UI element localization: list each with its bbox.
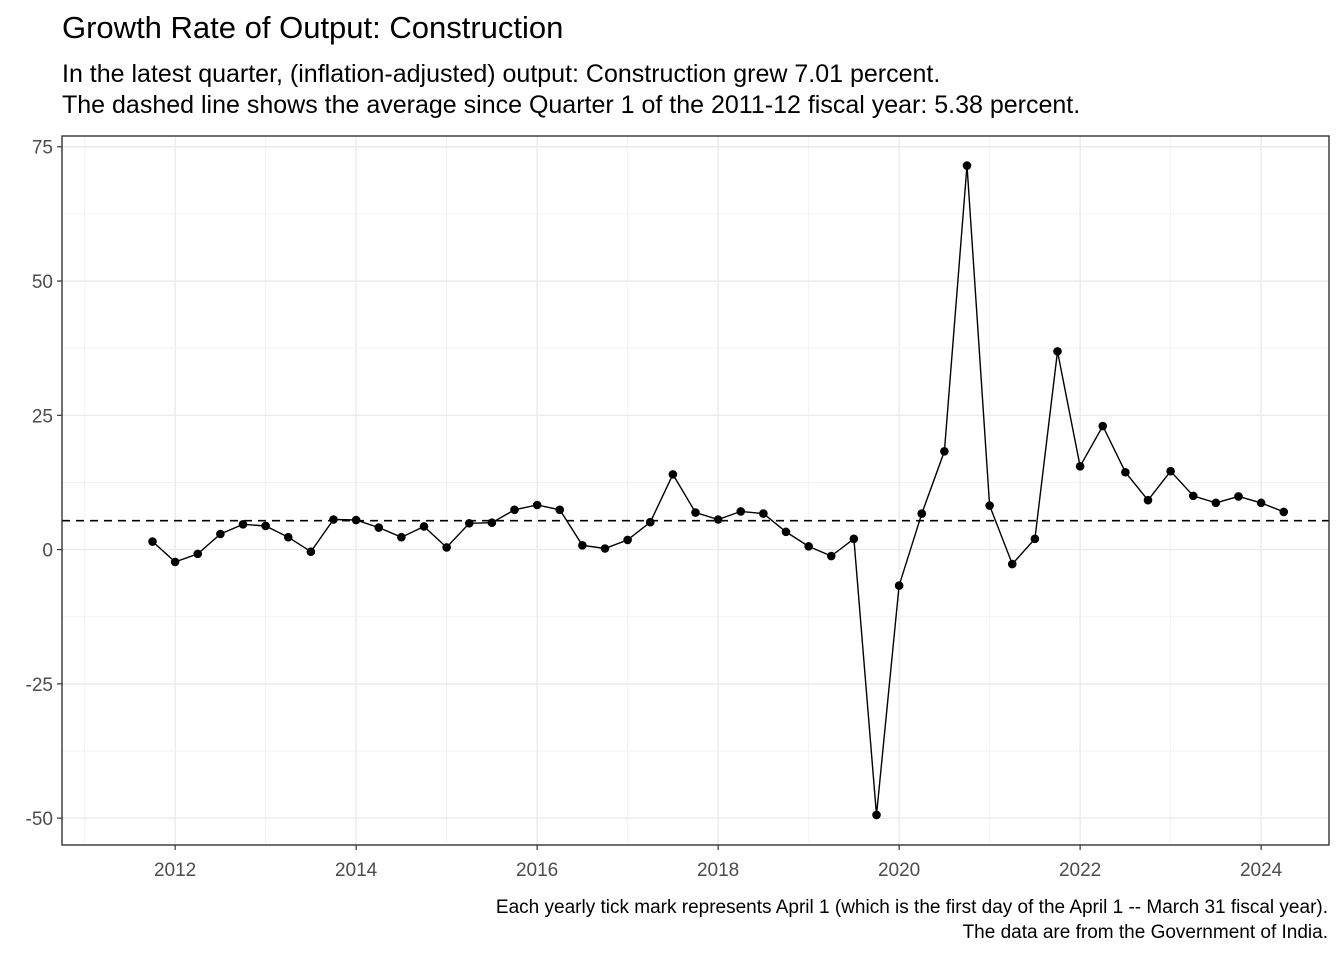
data-point [781, 527, 791, 537]
data-point [1234, 492, 1243, 501]
data-point [510, 505, 519, 515]
data-point [148, 537, 157, 546]
y-tick-label: 25 [32, 406, 53, 427]
data-point [691, 508, 700, 517]
data-point [442, 543, 451, 552]
data-point [1211, 498, 1221, 508]
data-point [985, 501, 994, 510]
chart-caption-line-1: Each yearly tick mark represents April 1… [495, 897, 1328, 918]
data-point [1256, 498, 1266, 508]
data-point [306, 547, 316, 557]
data-point [261, 521, 270, 531]
data-point [1098, 421, 1108, 431]
data-point [940, 446, 949, 456]
plot-panel-border [61, 135, 1330, 846]
data-point [1007, 559, 1017, 569]
data-point [600, 544, 610, 553]
data-point [962, 161, 972, 170]
data-point [736, 507, 746, 516]
x-tick-label: 2020 [878, 860, 920, 881]
data-point [917, 509, 927, 518]
data-point [1053, 347, 1062, 356]
x-tick-label: 2016 [516, 860, 558, 881]
data-point [170, 557, 180, 567]
data-point [849, 534, 859, 544]
data-point [555, 505, 565, 515]
data-point [578, 540, 587, 550]
data-point [329, 515, 338, 524]
data-point [374, 523, 384, 532]
chart-subtitle-line-2: The dashed line shows the average since … [62, 91, 1081, 119]
data-point [1166, 466, 1175, 476]
data-point [759, 509, 768, 518]
data-point [826, 551, 836, 561]
data-point [1030, 534, 1040, 544]
x-tick-label: 2024 [1240, 860, 1283, 881]
data-point [1075, 462, 1085, 471]
data-point [487, 518, 497, 528]
data-point [668, 470, 678, 479]
data-point [283, 532, 293, 542]
data-point [1121, 467, 1130, 477]
y-tick-label: -50 [26, 809, 53, 830]
data-point [464, 518, 474, 528]
chart-subtitle-line-1: In the latest quarter, (inflation-adjust… [62, 60, 941, 88]
x-tick-label: 2022 [1059, 860, 1101, 881]
data-point [397, 532, 406, 542]
data-point [872, 810, 881, 820]
y-tick-label: 75 [32, 138, 53, 159]
data-point [804, 542, 813, 551]
data-point [419, 522, 429, 531]
data-point [645, 517, 655, 527]
data-point [238, 520, 248, 529]
x-tick-label: 2018 [697, 860, 739, 881]
data-point [193, 549, 203, 559]
data-point [1143, 495, 1153, 505]
data-point [532, 500, 542, 510]
x-tick-label: 2012 [154, 860, 196, 881]
chart-caption-line-2: The data are from the Government of Indi… [962, 922, 1328, 943]
data-point [351, 515, 361, 525]
data-point [713, 515, 723, 524]
chart-title: Growth Rate of Output: Construction [62, 10, 564, 45]
x-tick-label: 2014 [335, 860, 378, 881]
data-point [1188, 491, 1198, 501]
data-point [1279, 507, 1289, 517]
data-point [894, 581, 904, 590]
data-point [623, 535, 632, 545]
data-point [216, 529, 225, 539]
y-tick-label: -25 [26, 675, 53, 696]
y-tick-label: 50 [32, 272, 53, 293]
y-tick-label: 0 [42, 541, 53, 562]
